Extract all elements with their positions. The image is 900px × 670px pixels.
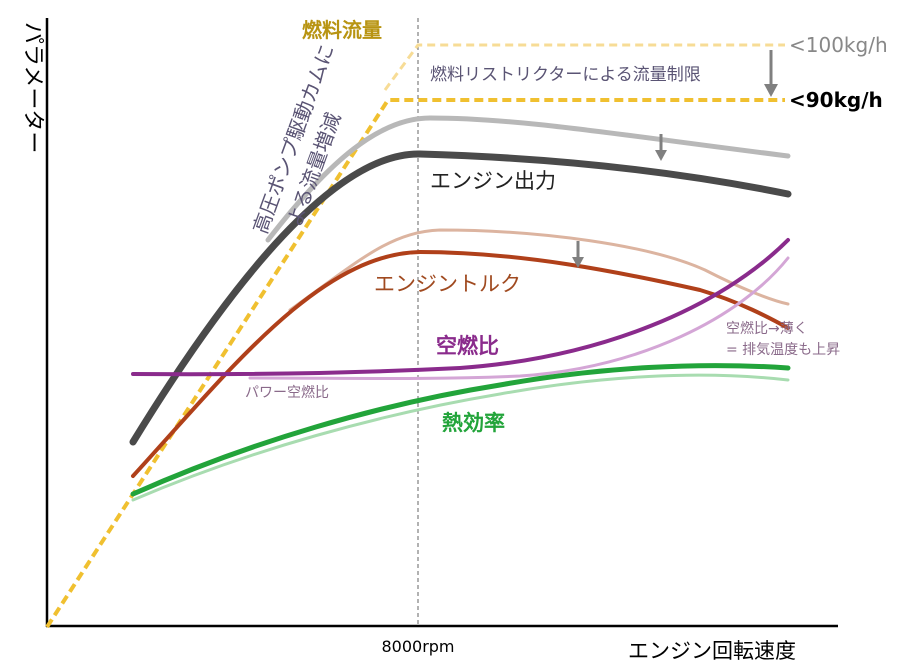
power-afr-label: パワー空燃比 xyxy=(245,384,329,401)
torque-90-curve xyxy=(131,249,790,478)
power-afr-curve xyxy=(248,256,790,380)
fuel-limit-arrow xyxy=(764,50,778,97)
limit-100-label: <100kg/h xyxy=(789,33,888,57)
y-axis-label: パラメーター xyxy=(20,22,45,153)
torque-label: エンジントルク xyxy=(374,272,521,296)
x-tick-8000rpm: 8000rpm xyxy=(381,637,454,656)
fuel-flow-100-line xyxy=(383,43,785,91)
torque-100-curve xyxy=(288,228,790,312)
limit-90-label: <90kg/h xyxy=(789,88,883,112)
restrictor-note: 燃料リストリクターによる流量制限 xyxy=(430,65,701,85)
power-drop-arrow xyxy=(655,134,667,161)
lean-note-line2: = 排気温度も上昇 xyxy=(726,342,840,358)
power-90-curve xyxy=(129,150,792,446)
fuel-flow-90-line xyxy=(45,98,785,629)
lean-note-line1: 空燃比→薄く xyxy=(726,320,808,337)
fuel-flow-label: 燃料流量 xyxy=(302,18,382,42)
efficiency-100-curve xyxy=(131,373,790,502)
afr-label: 空燃比 xyxy=(436,334,499,358)
efficiency-label: 熱効率 xyxy=(442,411,505,435)
x-axis-label: エンジン回転速度 xyxy=(628,639,796,663)
power-label: エンジン出力 xyxy=(430,169,556,193)
torque-drop-arrow xyxy=(572,241,584,268)
afr-curve xyxy=(131,238,790,377)
efficiency-90-curve xyxy=(130,363,791,497)
